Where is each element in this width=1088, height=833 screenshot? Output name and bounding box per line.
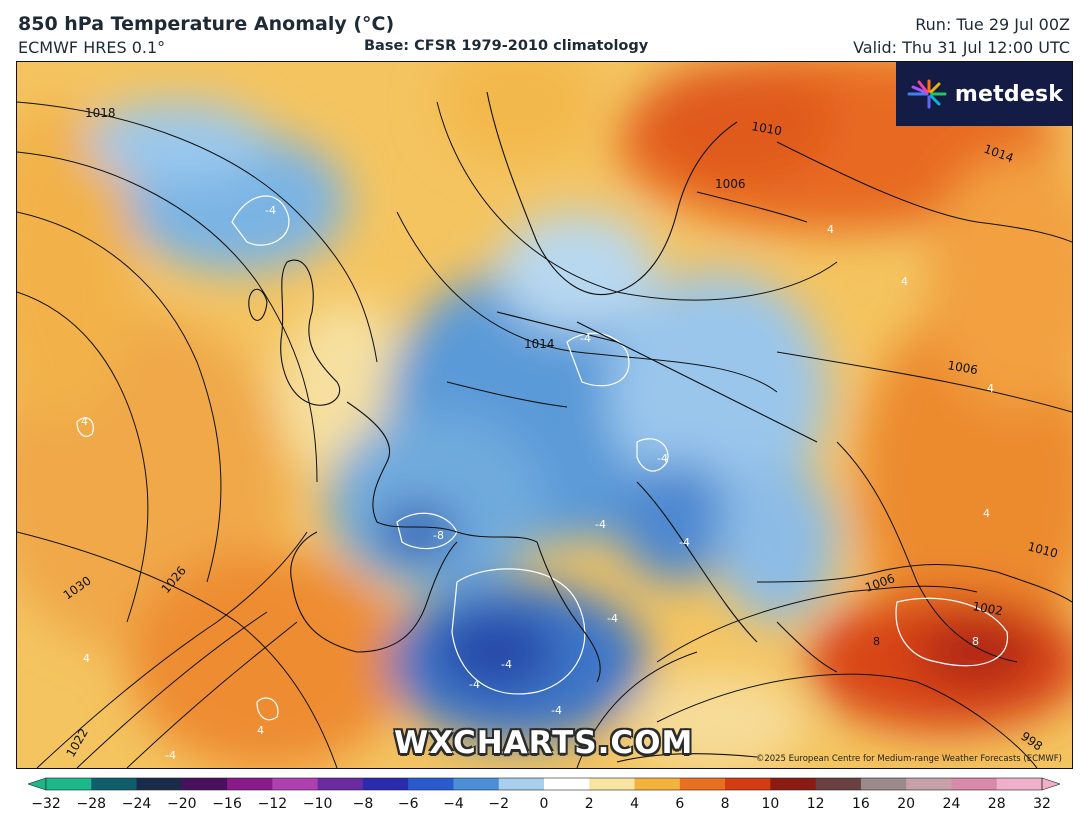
anomaly-field [17,62,1072,768]
coastlines [248,91,1072,763]
colorbar-tick-label: −4 [443,796,464,812]
anomaly-label: -4 [657,452,668,465]
anomaly-label: 4 [81,415,88,428]
colorbar-tick-label: −16 [212,796,242,812]
anomaly-label: 8 [873,635,880,648]
anomaly-label: 4 [983,507,990,520]
copyright-notice: ©2025 European Centre for Medium-range W… [755,754,1062,764]
colorbar-tick-label: −32 [31,796,61,812]
anomaly-label: 4 [83,652,90,665]
isobar-label: 1010 [750,119,783,138]
anomaly-label: -4 [165,749,176,762]
colorbar-cell [860,778,907,790]
anomaly-label: -4 [469,678,480,691]
colorbar-tick-label: −24 [121,796,152,812]
colorbar-tick-label: 28 [987,796,1006,812]
model-name: ECMWF HRES 0.1° [18,38,166,57]
anomaly-label: -4 [580,332,591,345]
climatology-base: Base: CFSR 1979-2010 climatology [364,38,649,54]
isobar-label: 1002 [971,599,1004,618]
colorbar-tick-label: −8 [352,796,374,812]
colorbar-ticks: −32 −28 −24 −20 −16 −12 −10 −8 −6 −4 −2 0 2 4 6 8 10 12 16… [0,796,1088,820]
colorbar [28,777,1060,791]
colorbar-cell [227,778,273,790]
colorbar-cell [181,778,228,790]
anomaly-label: -4 [501,658,512,671]
colorbar-min-arrow [28,777,47,791]
anomaly-label: -4 [551,704,562,717]
colorbar-tick-label: −2 [488,796,510,812]
colorbar-tick-label: 16 [851,796,870,812]
colorbar-cell [136,778,183,790]
anomaly-label: -4 [679,536,690,549]
valid-time: Valid: Thu 31 Jul 12:00 UTC [853,38,1070,57]
anomaly-label: -8 [433,529,444,542]
anomaly-label: 8 [972,635,979,648]
colorbar-tick-label: −6 [397,796,419,812]
colorbar-cell [906,778,952,790]
anomaly-label: 4 [827,223,834,236]
anomaly-label: -4 [595,518,606,531]
colorbar-tick-label: 8 [720,796,730,812]
colorbar-tick-label: 24 [942,796,961,812]
wxcharts-watermark: WXCHARTS.COM [394,725,694,761]
anomaly-contours [76,195,1008,721]
anomaly-label: 4 [257,724,264,737]
colorbar-tick-label: 10 [761,796,780,812]
chart-title: 850 hPa Temperature Anomaly (°C) [18,13,395,35]
colorbar-cell [544,778,590,790]
anomaly-label: -4 [265,204,276,217]
map-canvas: 1018 1010 1014 1006 1014 1006 1030 1026 … [17,62,1072,768]
colorbar-tick-label: 32 [1033,796,1051,812]
colorbar-cell [453,778,500,790]
colorbar-cell [815,778,862,790]
colorbar-tick-label: 2 [584,796,594,812]
colorbar-tick-label: 12 [806,796,825,812]
colorbar-tick-label: 4 [630,796,639,812]
colorbar-cell [951,778,998,790]
colorbar-cell [770,778,817,790]
anomaly-label: -4 [607,612,618,625]
metdesk-logo-icon [907,79,947,109]
colorbar-cell [589,778,636,790]
colorbar-tick-label: 6 [675,796,685,812]
anomaly-label: 4 [901,275,908,288]
anomaly-label: 4 [987,382,994,395]
colorbar-cell [91,778,138,790]
isobar-label: 1014 [524,337,555,351]
colorbar-cell [679,778,726,790]
colorbar-tick-label: −28 [76,796,107,812]
isobar-label: 1006 [946,358,979,377]
colorbar-cell [996,778,1043,790]
colorbar-cell [498,778,545,790]
isobar-label: 1006 [715,177,746,191]
colorbar-cell [272,778,319,790]
colorbar-cell [408,778,454,790]
colorbar-tick-label: 0 [539,796,549,812]
colorbar-cell [362,778,409,790]
run-time: Run: Tue 29 Jul 00Z [915,15,1070,34]
colorbar-max-arrow [1041,777,1060,791]
metdesk-logo-text: metdesk [954,81,1064,107]
isobar-label: 1018 [85,106,116,120]
colorbar-tick-label: −12 [257,796,288,812]
colorbar-cell [46,778,92,790]
anomaly-map[interactable]: 1018 1010 1014 1006 1014 1006 1030 1026 … [16,61,1073,769]
colorbar-tick-label: −20 [167,796,197,812]
colorbar-cell [725,778,771,790]
colorbar-tick-label: −10 [302,796,333,812]
colorbar-border [45,777,1043,791]
metdesk-logo: metdesk [896,62,1072,126]
colorbar-tick-label: 20 [897,796,916,812]
isobar-lines [17,101,1072,768]
colorbar-cell [317,778,364,790]
anomaly-label-group: -4 -4 -4 -4 -4 -8 -4 -4 -4 -4 -4 4 4 4 4… [81,204,994,762]
colorbar-cell [634,778,681,790]
